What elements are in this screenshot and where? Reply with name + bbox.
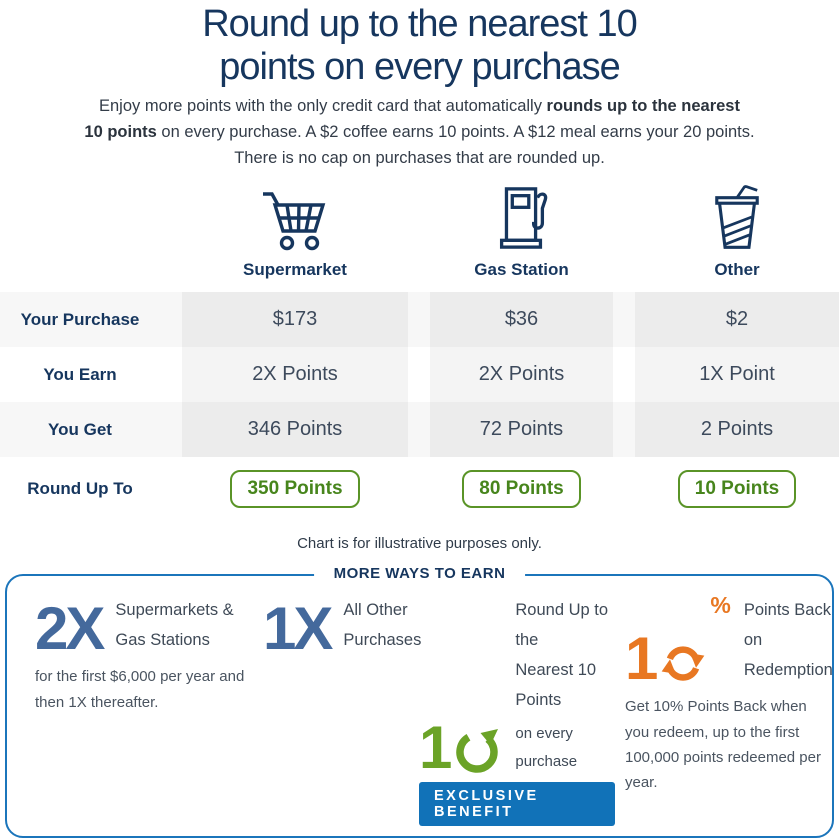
earn-pointsback-percent: % bbox=[710, 592, 731, 619]
earn-1x-numeral: 1X bbox=[263, 594, 333, 662]
page-subtitle: Enjoy more points with the only credit c… bbox=[0, 94, 839, 171]
earn-pointsback-footnote: Get 10% Points Back when you redeem, up … bbox=[625, 698, 821, 791]
cell-purchase-gas-station: $36 bbox=[430, 292, 613, 348]
table-row-you-earn: You Earn 2X Points 2X Points 1X Point bbox=[0, 347, 839, 403]
row-label: You Get bbox=[48, 419, 112, 439]
cell-get-supermarket: 346 Points bbox=[182, 402, 408, 458]
category-supermarket: Supermarket bbox=[182, 183, 408, 280]
category-other: Other bbox=[635, 183, 839, 280]
category-gas-station: Gas Station bbox=[430, 183, 613, 280]
category-label-other: Other bbox=[714, 260, 760, 280]
earn-item-points-back: 1 % Points Back on Redemption bbox=[625, 592, 833, 795]
gas-pump-icon bbox=[499, 187, 547, 250]
cell-purchase-other: $2 bbox=[635, 292, 839, 348]
more-ways-to-earn-box: MORE WAYS TO EARN 2X Supermarkets & Gas … bbox=[5, 565, 834, 838]
table-row-you-get: You Get 346 Points 72 Points 2 Points bbox=[0, 402, 839, 458]
cell-get-other: 2 Points bbox=[635, 402, 839, 458]
more-ways-to-earn-title: MORE WAYS TO EARN bbox=[313, 565, 526, 583]
cell-earn-gas-station: 2X Points bbox=[430, 347, 613, 403]
earn-pointsback-numeral: 1 bbox=[625, 624, 658, 692]
subtitle-line1: Enjoy more points with the only credit c… bbox=[99, 97, 740, 116]
cell-get-gas-station: 72 Points bbox=[430, 402, 613, 458]
earn-roundup-sublabel: on every purchase bbox=[515, 725, 578, 770]
exclusive-benefit-badge: EXCLUSIVE BENEFIT bbox=[419, 781, 615, 826]
cell-purchase-supermarket: $173 bbox=[182, 292, 408, 348]
earn-2x-numeral: 2X bbox=[35, 594, 105, 662]
round-up-pill-gas-station: 80 Points bbox=[462, 470, 581, 509]
shopping-cart-icon bbox=[263, 192, 326, 251]
category-header-row: Supermarket Gas Station Other bbox=[0, 183, 839, 280]
round-up-arrow-icon bbox=[456, 728, 499, 773]
category-label-gas-station: Gas Station bbox=[474, 260, 569, 280]
comparison-table: Your Purchase $173 $36 $2 You Earn 2X Po… bbox=[0, 292, 839, 522]
earn-roundup-numeral: 1 bbox=[419, 714, 452, 782]
earn-item-1x: 1X All Other Purchases bbox=[263, 594, 422, 662]
earn-item-2x: 2X Supermarkets & Gas Stations for the f… bbox=[35, 592, 253, 714]
subtitle-line2: 10 points on every purchase. A $2 coffee… bbox=[84, 122, 755, 141]
table-row-your-purchase: Your Purchase $173 $36 $2 bbox=[0, 292, 839, 348]
table-row-round-up-to: Round Up To 350 Points 80 Points 10 Poin… bbox=[0, 457, 839, 522]
category-label-supermarket: Supermarket bbox=[243, 260, 347, 280]
chart-disclaimer: Chart is for illustrative purposes only. bbox=[297, 535, 542, 553]
earn-2x-footnote: for the first $6,000 per year and then 1… bbox=[35, 668, 245, 711]
row-label: Round Up To bbox=[27, 479, 133, 499]
cell-earn-supermarket: 2X Points bbox=[182, 347, 408, 403]
round-up-pill-other: 10 Points bbox=[677, 470, 797, 509]
row-label: Your Purchase bbox=[20, 309, 140, 329]
page-title-line2: points on every purchase bbox=[219, 45, 621, 88]
earn-item-round-up: 1 Round Up to the Nearest 10 Points on e… bbox=[419, 592, 615, 826]
subtitle-line3: There is no cap on purchases that are ro… bbox=[234, 148, 605, 167]
page-title-line1: Round up to the nearest 10 bbox=[202, 3, 638, 45]
row-label: You Earn bbox=[43, 364, 117, 384]
points-back-cycle-icon bbox=[662, 646, 705, 681]
page-title: Round up to the nearest 10 points on eve… bbox=[0, 0, 839, 88]
drink-cup-icon bbox=[715, 185, 759, 250]
cell-earn-other: 1X Point bbox=[635, 347, 839, 403]
round-up-pill-supermarket: 350 Points bbox=[230, 470, 360, 509]
